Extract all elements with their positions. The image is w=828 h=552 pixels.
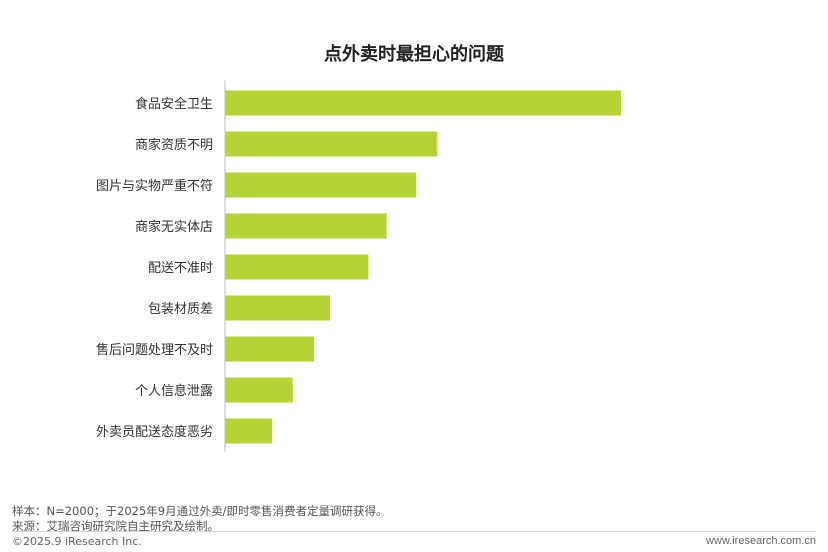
category-label-6: 包装材质差 — [148, 302, 213, 317]
category-label-8: 个人信息泄露 — [135, 383, 213, 399]
copyright-text: ©2025.9 iResearch Inc. — [12, 535, 142, 548]
category-label-2: 商家资质不明 — [135, 137, 213, 153]
category-label-9: 外卖员配送态度恶劣 — [96, 424, 213, 440]
category-label-4: 商家无实体店 — [135, 219, 213, 235]
bar-1 — [225, 90, 621, 116]
bar-7 — [225, 336, 315, 362]
category-label-3: 图片与实物严重不符 — [96, 178, 213, 194]
chart-title: 点外卖时最担心的问题 — [324, 44, 504, 65]
bar-2 — [225, 131, 438, 157]
bar-9 — [225, 418, 273, 444]
bar-8 — [225, 377, 293, 403]
category-label-1: 食品安全卫生 — [135, 96, 213, 112]
bar-4 — [225, 213, 387, 239]
bar-6 — [225, 295, 330, 321]
source-note: 来源：艾瑞咨询研究院自主研究及绘制。 — [12, 519, 219, 533]
website-link[interactable]: www.iresearch.com.cn — [705, 535, 816, 547]
bars-group — [225, 90, 621, 444]
footer-divider — [12, 531, 816, 532]
category-label-7: 售后问题处理不及时 — [96, 342, 213, 358]
category-labels-group: 食品安全卫生商家资质不明图片与实物严重不符商家无实体店配送不准时包装材质差售后问… — [96, 96, 213, 440]
sample-note: 样本：N=2000；于2025年9月通过外卖/即时零售消费者定量调研获得。 — [12, 504, 388, 518]
bar-3 — [225, 172, 417, 198]
bar-5 — [225, 254, 369, 280]
category-label-5: 配送不准时 — [148, 261, 213, 276]
